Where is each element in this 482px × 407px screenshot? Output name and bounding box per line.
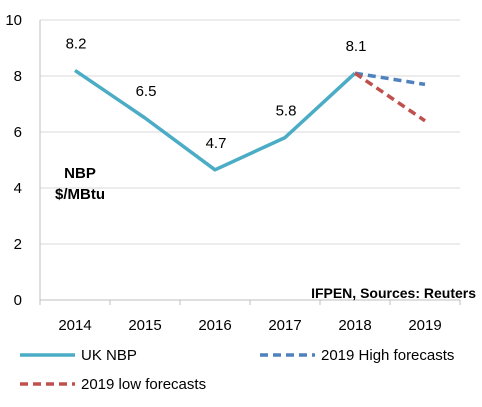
source-note: IFPEN, Sources: Reuters <box>311 285 476 301</box>
gridlines <box>40 19 460 245</box>
data-label-2016: 4.7 <box>206 135 227 152</box>
series-lines <box>74 68 426 172</box>
y-tick-label-8: 8 <box>14 68 22 85</box>
unit-label-line1: NBP <box>64 165 96 182</box>
x-tick-label-2015: 2015 <box>128 317 161 334</box>
y-tick-label-6: 6 <box>14 124 22 141</box>
axes <box>39 20 461 305</box>
x-tick-label-2017: 2017 <box>268 317 301 334</box>
x-tick-label-2018: 2018 <box>338 317 371 334</box>
legend-label-2: 2019 low forecasts <box>81 376 206 393</box>
y-tick-label-2: 2 <box>14 236 22 253</box>
legend: UK NBP 2019 High forecasts 2019 low foreca… <box>20 347 454 393</box>
x-tick-label-2016: 2016 <box>198 317 231 334</box>
legend-label-1: 2019 High forecasts <box>321 347 454 364</box>
data-labels: 8.2 6.5 4.7 5.8 8.1 <box>66 35 367 151</box>
y-tick-label-0: 0 <box>14 292 22 309</box>
y-tick-label-4: 4 <box>14 180 22 197</box>
data-label-2015: 6.5 <box>136 83 157 100</box>
data-label-2018: 8.1 <box>346 38 367 55</box>
data-label-2014: 8.2 <box>66 35 87 52</box>
series-line-2 <box>354 71 426 123</box>
data-label-2017: 5.8 <box>276 103 297 120</box>
y-tick-labels: 0 2 4 6 8 10 <box>5 12 22 309</box>
series-line-0 <box>74 68 357 172</box>
x-tick-label-2019: 2019 <box>408 317 441 334</box>
x-tick-labels: 2014 2015 2016 2017 2018 2019 <box>58 317 441 334</box>
x-tick-label-2014: 2014 <box>58 317 91 334</box>
y-tick-label-10: 10 <box>5 12 22 29</box>
series-line-1 <box>354 71 426 87</box>
legend-label-0: UK NBP <box>81 347 137 364</box>
unit-label-line2: $/MBtu <box>55 186 105 203</box>
